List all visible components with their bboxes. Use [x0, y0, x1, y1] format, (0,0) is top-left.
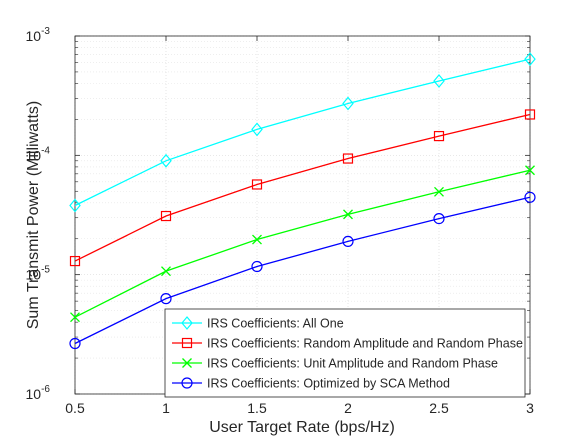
legend-label: IRS Coefficients: Unit Amplitude and Ran…: [207, 357, 498, 371]
series-line: [74, 169, 531, 318]
legend-marker: [182, 358, 192, 368]
series-group: [69, 52, 536, 350]
data-point: [69, 255, 81, 267]
x-marker-stroke: [434, 186, 444, 197]
data-point: [433, 213, 445, 225]
data-point: [343, 209, 353, 220]
legend-entry: IRS Coefficients: All One: [172, 316, 344, 331]
x-marker-stroke: [182, 358, 192, 368]
legend-label: IRS Coefficients: All One: [207, 317, 344, 331]
data-point: [342, 153, 354, 164]
legend-label: IRS Coefficients: Optimized by SCA Metho…: [207, 377, 450, 391]
legend-marker: [181, 316, 193, 330]
legend-box: [164, 308, 526, 398]
y-axis-label: Sum Transmit Power (Milliwatts): [25, 101, 42, 329]
data-point: [251, 260, 263, 273]
legend-entry: IRS Coefficients: Unit Amplitude and Ran…: [172, 357, 498, 371]
legend-label: IRS Coefficients: Random Amplitude and R…: [207, 337, 523, 351]
x-marker-stroke: [161, 266, 171, 277]
x-marker-stroke: [525, 165, 535, 176]
x-marker-stroke: [252, 234, 262, 245]
x-tick-label: 2: [344, 400, 352, 416]
x-marker-stroke: [70, 312, 80, 323]
legend-marker: [181, 377, 193, 389]
series-4: [69, 191, 536, 350]
data-point: [524, 109, 536, 120]
series-line: [74, 58, 531, 207]
data-point: [252, 234, 262, 245]
data-point: [70, 312, 80, 323]
data-point: [434, 186, 444, 197]
x-marker-stroke: [343, 209, 353, 220]
x-tick-label: 0.5: [65, 400, 85, 416]
series-2: [69, 109, 536, 267]
series-line: [74, 196, 531, 345]
x-tick-label: 2.5: [429, 400, 449, 416]
data-point: [160, 210, 172, 222]
data-point: [433, 74, 445, 88]
x-tick-label: 1.5: [247, 400, 267, 416]
data-point: [69, 337, 81, 350]
series-3: [70, 165, 535, 323]
legend-entry: IRS Coefficients: Random Amplitude and R…: [172, 337, 523, 351]
series-line: [74, 113, 531, 262]
data-point: [433, 130, 445, 142]
legend-entry: IRS Coefficients: Optimized by SCA Metho…: [172, 377, 450, 391]
data-point: [342, 235, 354, 248]
data-point: [342, 96, 354, 111]
x-tick-label: 1: [162, 400, 170, 416]
x-tick-label: 3: [526, 400, 534, 416]
data-point: [525, 165, 535, 176]
legend-marker: [181, 337, 193, 349]
data-point: [69, 198, 81, 213]
data-point: [524, 52, 536, 67]
data-point: [251, 122, 263, 137]
data-point: [251, 179, 263, 190]
data-point: [160, 293, 172, 305]
series-1: [69, 52, 536, 213]
data-point: [524, 191, 536, 203]
legend: IRS Coefficients: All One IRS Coefficient…: [164, 308, 526, 398]
data-point: [160, 153, 172, 168]
data-point: [161, 266, 171, 277]
x-axis-label: User Target Rate (bps/Hz): [209, 419, 395, 436]
